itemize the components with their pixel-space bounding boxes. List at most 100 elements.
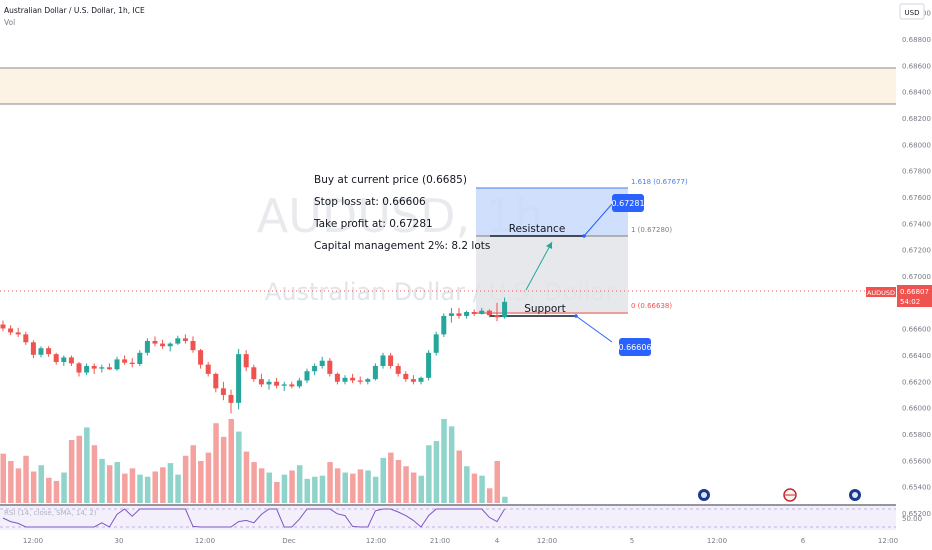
stop-loss-callout[interactable] <box>619 338 651 356</box>
note-take-profit: Take profit at: 0.67281 <box>314 218 433 230</box>
candle[interactable] <box>319 356 325 369</box>
candle[interactable] <box>388 352 394 369</box>
candle[interactable] <box>471 309 477 316</box>
candle[interactable] <box>0 320 6 332</box>
symbol-title[interactable]: Australian Dollar / U.S. Dollar, 1h, ICE <box>4 6 145 15</box>
candle[interactable] <box>30 340 36 359</box>
au-flag-icon[interactable] <box>849 489 861 501</box>
price-tag-countdown: 54:02 <box>900 298 920 306</box>
au-flag-icon[interactable] <box>698 489 710 501</box>
stop-loss-callout-text: 0.66606 <box>618 343 651 352</box>
volume-bar <box>494 461 500 503</box>
note-stop-loss: Stop loss at: 0.66606 <box>314 196 426 208</box>
candle[interactable] <box>8 325 14 336</box>
candle[interactable] <box>175 335 181 345</box>
candle[interactable] <box>190 336 196 353</box>
candle[interactable] <box>243 350 249 372</box>
candle[interactable] <box>357 376 363 385</box>
candle[interactable] <box>350 373 356 384</box>
candle[interactable] <box>281 381 287 391</box>
candle[interactable] <box>99 364 105 373</box>
candle[interactable] <box>433 331 439 356</box>
candle[interactable] <box>274 377 280 389</box>
candle[interactable] <box>464 310 470 319</box>
volume-bar <box>502 496 508 503</box>
candle[interactable] <box>198 348 204 369</box>
volume-bar <box>30 471 37 503</box>
candle[interactable] <box>84 363 90 376</box>
candle[interactable] <box>205 362 211 377</box>
volume-bar <box>433 441 440 503</box>
candle[interactable] <box>38 346 44 358</box>
candle[interactable] <box>334 372 340 385</box>
candle[interactable] <box>220 381 226 401</box>
candle[interactable] <box>426 350 432 381</box>
candle[interactable] <box>251 364 257 382</box>
candle[interactable] <box>129 358 135 368</box>
currency-button[interactable] <box>899 3 925 20</box>
candle[interactable] <box>502 297 508 319</box>
candle[interactable] <box>114 356 120 371</box>
volume-legend[interactable]: Vol <box>4 18 15 27</box>
candle[interactable] <box>486 309 492 318</box>
candle[interactable] <box>342 375 348 385</box>
volume-bar <box>46 477 52 503</box>
candle[interactable] <box>53 352 59 365</box>
candle[interactable] <box>160 339 166 349</box>
candle[interactable] <box>91 363 97 374</box>
rsi-pane[interactable] <box>0 506 896 530</box>
candle[interactable] <box>213 372 219 393</box>
candle[interactable] <box>410 375 416 385</box>
candle[interactable] <box>137 350 143 366</box>
candle[interactable] <box>327 358 333 377</box>
candle[interactable] <box>312 363 318 376</box>
candle[interactable] <box>418 376 424 385</box>
candle[interactable] <box>448 308 454 323</box>
candle[interactable] <box>365 377 371 385</box>
candle[interactable] <box>441 313 447 338</box>
highlight-zone[interactable] <box>0 68 896 104</box>
target-zone[interactable] <box>476 188 628 236</box>
candle[interactable] <box>304 368 310 384</box>
fib-1618-label: 1.618 (0.67677) <box>631 178 688 186</box>
price-axis[interactable]: 0.690000.688000.686000.684000.682000.680… <box>902 10 931 518</box>
us-flag-icon[interactable] <box>783 488 797 502</box>
candle[interactable] <box>182 334 188 344</box>
candle[interactable] <box>68 355 74 366</box>
price-axis-label: 0.68800 <box>902 36 931 44</box>
candle[interactable] <box>266 379 272 390</box>
time-axis-label: 30 <box>115 537 124 545</box>
candle[interactable] <box>456 308 462 319</box>
candle[interactable] <box>144 338 150 356</box>
volume-bar <box>418 475 424 503</box>
candle[interactable] <box>403 371 409 382</box>
price-axis-label: 0.65600 <box>902 457 931 465</box>
candle[interactable] <box>23 331 29 345</box>
candle[interactable] <box>15 327 21 338</box>
volume-bar <box>479 475 485 503</box>
candle[interactable] <box>61 355 67 366</box>
candle[interactable] <box>106 363 112 370</box>
candle[interactable] <box>395 363 401 377</box>
candle[interactable] <box>236 348 242 410</box>
candle[interactable] <box>122 355 128 365</box>
candle[interactable] <box>152 336 158 347</box>
candle[interactable] <box>289 381 295 389</box>
candle[interactable] <box>494 302 500 322</box>
volume-bar <box>8 461 14 503</box>
candle[interactable] <box>479 308 485 315</box>
take-profit-connector <box>583 203 613 237</box>
candle[interactable] <box>380 352 386 369</box>
candle[interactable] <box>258 373 264 388</box>
candlesticks[interactable] <box>0 297 508 414</box>
volume-bar <box>68 440 75 503</box>
candle[interactable] <box>76 362 82 377</box>
candle[interactable] <box>167 342 173 352</box>
candle[interactable] <box>228 389 234 414</box>
candle[interactable] <box>46 346 52 357</box>
take-profit-callout[interactable] <box>612 194 644 212</box>
candle[interactable] <box>296 377 302 389</box>
candle[interactable] <box>372 363 378 381</box>
time-axis[interactable]: 12:00 30 12:00 Dec 12:00 21:00 4 12:00 5 12:00 6 12… <box>23 537 898 545</box>
